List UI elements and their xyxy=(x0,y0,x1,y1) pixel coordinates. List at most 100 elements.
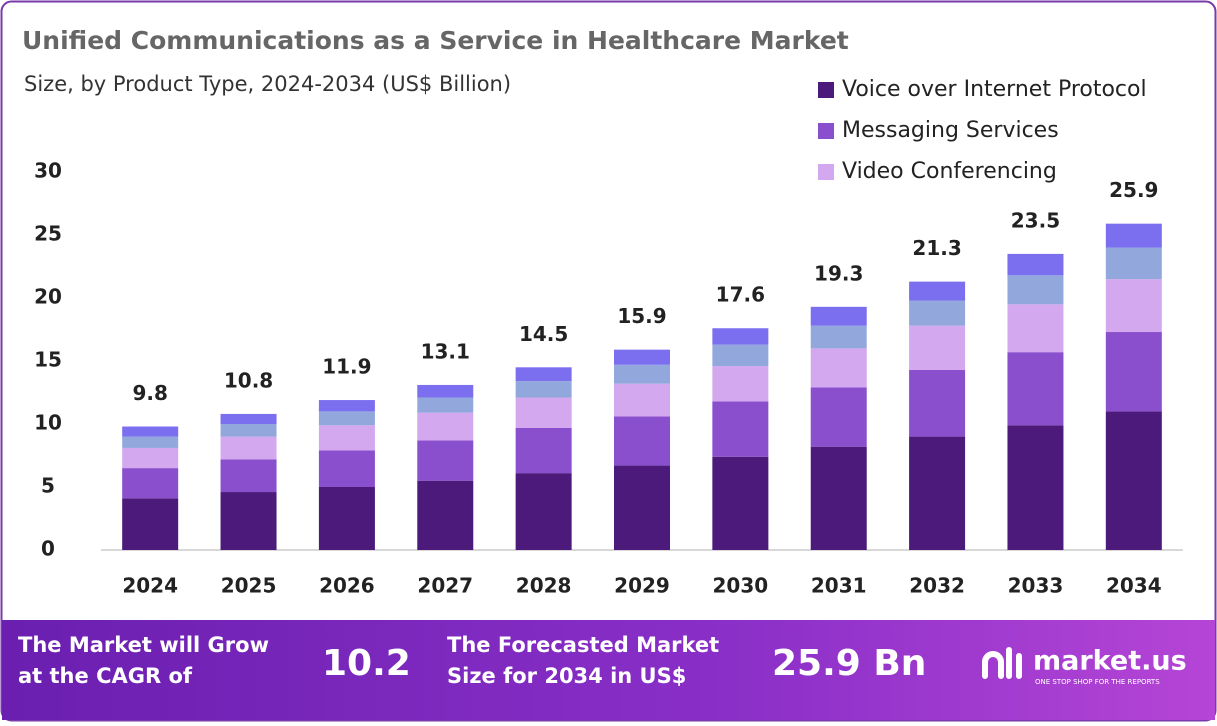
total-label: 21.3 xyxy=(912,236,961,260)
bar-segment xyxy=(909,300,966,326)
bar-segment xyxy=(220,459,277,493)
tagline: ONE STOP SHOP FOR THE REPORTS xyxy=(1035,678,1160,686)
plot: 0510152025309.8202410.8202511.9202613.12… xyxy=(34,159,1183,598)
bar-segment xyxy=(614,364,670,384)
bar-segment xyxy=(515,473,572,550)
chart-subtitle: Size, by Product Type, 2024-2034 (US$ Bi… xyxy=(24,72,511,96)
legend-swatch xyxy=(818,82,834,98)
total-label: 14.5 xyxy=(519,322,568,346)
bar-segment xyxy=(122,468,179,499)
y-tick-label: 5 xyxy=(41,474,55,498)
bar-segment xyxy=(909,369,966,437)
x-tick-label: 2034 xyxy=(1106,574,1162,598)
legend-label: Messaging Services xyxy=(842,118,1059,143)
x-tick-label: 2025 xyxy=(221,574,277,598)
x-tick-label: 2033 xyxy=(1008,574,1064,598)
bar-segment xyxy=(1105,247,1162,280)
y-tick-label: 30 xyxy=(34,159,62,183)
y-tick-label: 10 xyxy=(34,411,62,435)
bar-segment xyxy=(220,436,277,460)
bar-segment xyxy=(712,328,769,345)
forecast-value: 25.9 Bn xyxy=(772,643,926,684)
bar-segment xyxy=(220,413,277,424)
bar-segment xyxy=(417,412,474,441)
bar-segment xyxy=(318,487,375,550)
bar-segment xyxy=(220,492,277,550)
bar-segment xyxy=(810,446,867,550)
y-tick-label: 15 xyxy=(34,348,62,372)
bar-segment xyxy=(122,436,179,448)
x-tick-label: 2031 xyxy=(811,574,867,598)
bar-segment xyxy=(1007,275,1064,305)
bar-segment xyxy=(909,281,966,301)
bar-segment xyxy=(810,387,867,447)
bar-segment xyxy=(614,465,670,550)
x-tick-label: 2027 xyxy=(417,574,473,598)
legend-swatch xyxy=(818,164,834,180)
bar-segment xyxy=(417,397,474,413)
total-label: 19.3 xyxy=(814,261,863,285)
brand-logo xyxy=(982,647,1022,679)
total-label: 13.1 xyxy=(421,339,470,363)
x-tick-label: 2024 xyxy=(122,574,178,598)
bar-segment xyxy=(810,306,867,326)
bar-segment xyxy=(1007,304,1064,353)
bar-segment xyxy=(515,381,572,398)
bar-segment xyxy=(515,397,572,428)
bar-segment xyxy=(810,348,867,388)
bar-segment xyxy=(1007,253,1064,276)
total-label: 25.9 xyxy=(1109,178,1158,202)
legend: Voice over Internet Protocol Messaging Se… xyxy=(818,77,1147,184)
bar-segment xyxy=(1007,425,1064,550)
cagr-text: The Market will Grow at the CAGR of xyxy=(18,633,269,688)
cagr-value: 10.2 xyxy=(322,643,411,684)
bar-segment xyxy=(712,366,769,402)
forecast-text: The Forecasted Market Size for 2034 in U… xyxy=(447,633,720,688)
bar-segment xyxy=(417,384,474,398)
bar-segment xyxy=(515,367,572,382)
chart-title: Unified Communications as a Service in H… xyxy=(22,26,849,55)
bar-segment xyxy=(909,436,966,550)
bar-segment xyxy=(417,440,474,481)
bar-segment xyxy=(122,426,179,437)
bar-segment xyxy=(614,349,670,365)
legend-swatch xyxy=(818,123,834,139)
bar-segment xyxy=(1105,411,1162,550)
x-tick-label: 2032 xyxy=(909,574,965,598)
bar-segment xyxy=(909,325,966,370)
bar-segment xyxy=(712,344,769,367)
bar-segment xyxy=(712,456,769,550)
x-tick-label: 2028 xyxy=(516,574,572,598)
total-label: 11.9 xyxy=(322,355,371,379)
footer-cagr: The Market will Grow at the CAGR of xyxy=(18,633,269,688)
footer-forecast: The Forecasted Market Size for 2034 in U… xyxy=(447,633,720,688)
x-tick-label: 2029 xyxy=(614,574,670,598)
bar-segment xyxy=(318,425,375,451)
total-label: 9.8 xyxy=(132,381,167,405)
bar-segment xyxy=(417,480,474,550)
bar-segment xyxy=(318,450,375,487)
bar-segment xyxy=(712,401,769,457)
bar-segment xyxy=(1105,223,1162,248)
bar-segment xyxy=(614,416,670,466)
brand: market.us xyxy=(1033,646,1187,677)
y-tick-label: 25 xyxy=(34,222,62,246)
bar-segment xyxy=(318,400,375,412)
total-label: 10.8 xyxy=(224,368,273,392)
x-tick-label: 2026 xyxy=(319,574,375,598)
bar-segment xyxy=(1007,352,1064,426)
legend-label: Video Conferencing xyxy=(842,159,1057,184)
bar-segment xyxy=(122,447,179,469)
bar-segment xyxy=(1105,332,1162,412)
total-label: 23.5 xyxy=(1011,208,1060,232)
bar-segment xyxy=(614,383,670,417)
bar-segment xyxy=(122,498,179,550)
bar-segment xyxy=(1105,279,1162,333)
bar-segment xyxy=(220,424,277,437)
y-tick-label: 0 xyxy=(41,537,55,561)
legend-label: Voice over Internet Protocol xyxy=(842,77,1147,102)
y-tick-label: 20 xyxy=(34,285,62,309)
bar-segment xyxy=(810,325,867,349)
footer-band xyxy=(2,620,1215,720)
